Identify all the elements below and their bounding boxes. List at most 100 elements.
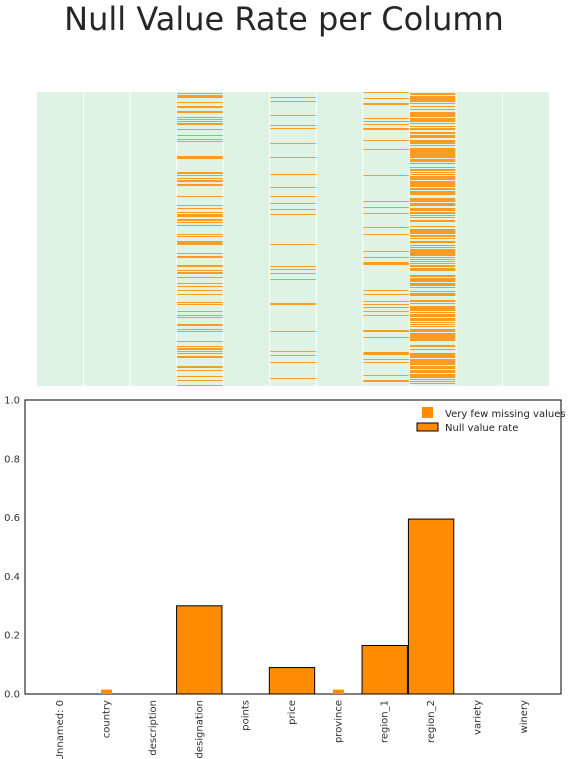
missing-stripe [176,97,224,98]
missing-stripe [409,322,456,323]
missing-stripe [176,242,224,243]
missing-stripe [409,220,456,221]
missing-stripe [409,316,456,317]
missing-stripe [362,140,410,141]
missing-stripe [176,215,224,216]
missing-stripe [409,188,456,189]
heatmap-column-region-2 [409,93,456,384]
missing-stripe [409,307,456,308]
missing-stripe [409,233,456,234]
missing-stripe [409,156,456,157]
missing-stripe [176,175,224,176]
missing-stripe [409,119,456,120]
missing-stripe [409,359,456,360]
missing-stripe [409,192,456,193]
missing-stripe [176,220,224,221]
y-tick-label: 0.8 [4,454,20,465]
missing-stripe [176,256,224,257]
legend-swatch-few-missing [422,407,433,418]
missing-stripe [362,104,410,105]
missing-stripe [409,330,456,331]
missing-stripe [176,302,224,303]
missing-stripe [362,264,410,265]
missing-stripe [176,185,224,186]
missing-stripe [409,254,456,255]
missing-stripe [409,268,456,269]
missing-stripe [269,209,317,210]
missing-stripe [409,314,456,315]
missing-stripe [176,111,224,112]
missing-stripe [409,281,456,282]
missing-stripe [362,362,410,363]
missing-stripe [409,251,456,252]
missing-stripe [409,329,456,330]
missing-stripe [409,257,456,258]
missing-stripe [269,303,317,304]
missing-stripe [176,141,224,142]
missing-stripe [362,294,410,295]
missing-stripe [176,351,224,352]
missing-stripe [362,331,410,332]
missing-stripe [409,375,456,376]
missing-stripe [409,172,456,173]
missing-stripe [176,95,224,96]
missing-stripe [176,346,224,347]
missing-stripe [362,207,410,208]
missing-stripe [409,157,456,158]
x-tick-label: designation [194,700,205,758]
x-tick-label: price [287,700,298,725]
x-tick-label: country [102,700,113,738]
missing-stripe [409,303,456,304]
y-tick-label: 0.0 [4,690,20,701]
missing-stripe [409,310,456,311]
null-rate-bar [268,667,316,695]
missing-stripe [362,262,410,263]
missing-stripe [362,103,410,104]
missing-stripe [409,353,456,354]
missing-stripe [176,356,224,357]
missing-stripe [176,349,224,350]
missing-stripe [409,287,456,288]
missing-stripe [176,93,224,94]
missing-stripe [269,125,317,126]
missing-stripe [409,232,456,233]
missing-stripe [409,133,456,134]
missing-stripe [409,309,456,310]
missing-stripe [409,129,456,130]
missing-stripe [409,252,456,253]
null-rate-bar [361,644,408,695]
missing-stripe [269,97,317,98]
missing-stripe [176,184,224,185]
missing-stripe [409,318,456,319]
missing-stripe [176,380,224,381]
missing-stripe [176,205,224,206]
missing-stripe [176,294,224,295]
missing-stripe [269,266,317,267]
x-tick-label: region_2 [426,700,437,743]
legend-label-null-rate: Null value rate [445,423,518,434]
missing-stripe [269,269,317,270]
missing-stripe [409,231,456,232]
missing-stripe [409,200,456,201]
missing-stripe [176,178,224,179]
missing-stripe [409,213,456,214]
missing-stripe [409,278,456,279]
missing-stripe [409,153,456,154]
missing-stripe [176,286,224,287]
missing-stripe [409,315,456,316]
missing-stripe [409,238,456,239]
x-tick-label: variety [472,700,483,735]
missing-stripe [176,283,224,284]
missing-stripe [409,115,456,116]
missing-stripe [269,355,317,356]
missing-stripe [176,331,224,332]
legend-swatch-null-rate [416,422,439,432]
missing-stripe [409,209,456,210]
missing-stripe [409,154,456,155]
missing-stripe [409,293,456,294]
missing-stripe [176,367,224,368]
missing-stripe [409,367,456,368]
missing-stripe [409,300,456,301]
missing-stripe [176,241,224,242]
missing-stripe [176,222,224,223]
